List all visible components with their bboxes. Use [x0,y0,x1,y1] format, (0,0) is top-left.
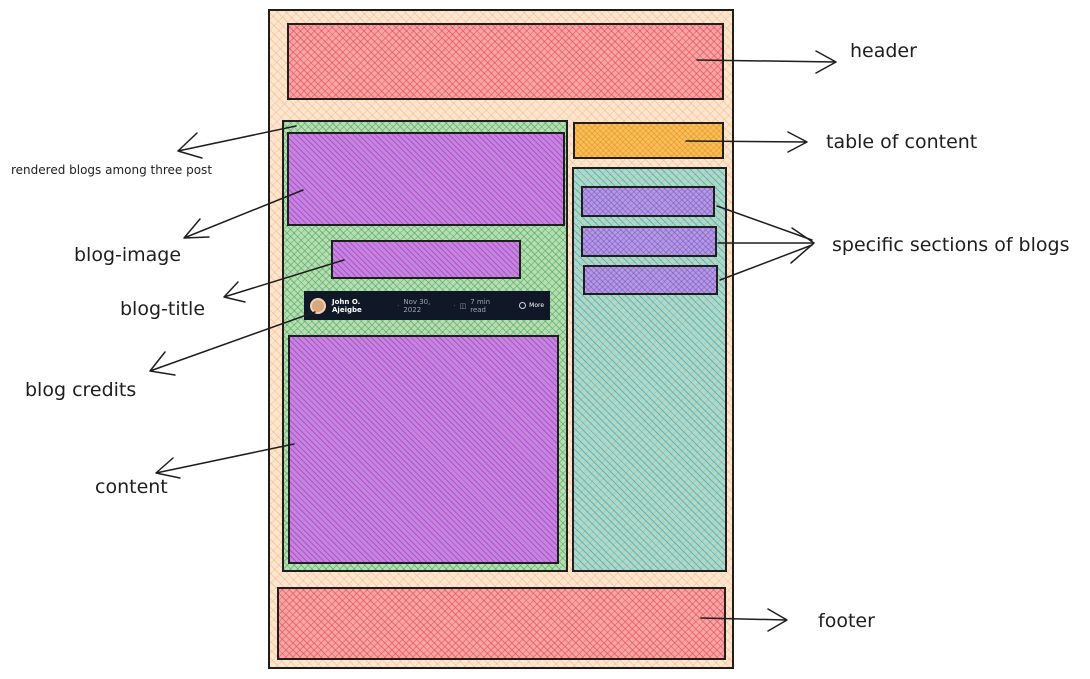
label-blog-title: blog-title [120,298,206,320]
header-block [287,23,724,100]
label-footer: footer [818,610,875,632]
label-header: header [850,40,917,62]
author-name: John O. Ajeigbe [332,297,362,314]
section-item-3 [583,265,718,295]
blog-image-block [287,132,565,226]
arrowhead-sections [790,227,815,264]
label-rendered-blogs: rendered blogs among three post [11,163,213,177]
post-date: Nov 30, 2022 [403,297,431,314]
section-item-2 [581,226,717,257]
table-of-content-block [573,122,724,159]
label-blog-image: blog-image [74,244,182,266]
read-time: 7 min read [470,297,491,314]
content-block [288,335,559,564]
separator-dot: · [453,301,456,310]
label-specific-sections: specific sections of blogs [832,234,1070,256]
blog-credits-bar: John O. Ajeigbe · Nov 30, 2022 · ◫ 7 min… [304,291,550,320]
section-item-1 [581,186,715,217]
more-icon[interactable] [519,302,527,309]
footer-block [277,587,726,660]
label-table-of-content: table of content [826,131,978,153]
book-icon: ◫ [459,301,467,310]
label-blog-credits: blog credits [25,379,137,401]
separator-dot: · [397,301,400,310]
more-label[interactable]: More [529,302,545,309]
blog-title-block [331,240,521,279]
label-content: content [95,476,168,498]
author-avatar [310,297,326,314]
